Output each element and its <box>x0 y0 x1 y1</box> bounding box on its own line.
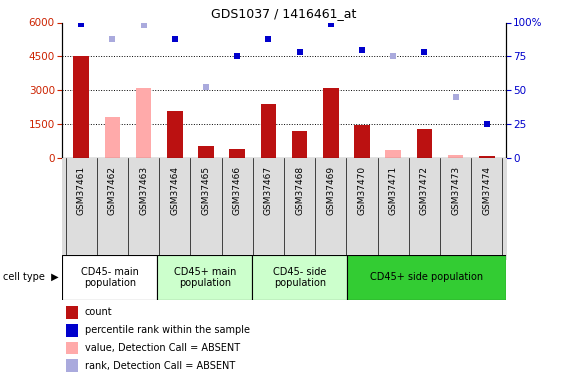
Text: GSM37473: GSM37473 <box>451 166 460 215</box>
Bar <box>416 129 432 158</box>
Bar <box>66 342 78 354</box>
Bar <box>354 125 370 158</box>
Text: GSM37469: GSM37469 <box>326 166 335 215</box>
FancyBboxPatch shape <box>252 255 347 300</box>
Text: CD45+ side population: CD45+ side population <box>370 273 483 282</box>
Text: CD45- side
population: CD45- side population <box>273 267 327 288</box>
Bar <box>386 150 401 158</box>
Text: GSM37474: GSM37474 <box>482 166 491 214</box>
Text: rank, Detection Call = ABSENT: rank, Detection Call = ABSENT <box>85 361 235 371</box>
Bar <box>198 146 214 158</box>
Text: GSM37463: GSM37463 <box>139 166 148 215</box>
Text: GSM37468: GSM37468 <box>295 166 304 215</box>
Bar <box>479 156 495 158</box>
Bar <box>73 56 89 158</box>
Bar <box>66 324 78 336</box>
Text: percentile rank within the sample: percentile rank within the sample <box>85 325 250 335</box>
Text: GSM37465: GSM37465 <box>202 166 211 215</box>
Text: GSM37462: GSM37462 <box>108 166 117 214</box>
Text: GSM37466: GSM37466 <box>233 166 242 215</box>
Text: GSM37464: GSM37464 <box>170 166 179 214</box>
Bar <box>136 88 152 158</box>
Text: GSM37467: GSM37467 <box>264 166 273 215</box>
Bar <box>323 88 339 158</box>
Bar <box>167 111 182 158</box>
Bar <box>229 148 245 158</box>
FancyBboxPatch shape <box>62 255 157 300</box>
Text: CD45+ main
population: CD45+ main population <box>174 267 236 288</box>
Text: count: count <box>85 307 112 317</box>
Bar <box>66 306 78 319</box>
Title: GDS1037 / 1416461_at: GDS1037 / 1416461_at <box>211 7 357 20</box>
Bar <box>105 117 120 158</box>
Text: GSM37461: GSM37461 <box>77 166 86 215</box>
Bar <box>66 359 78 372</box>
Bar <box>448 155 463 158</box>
Text: GSM37471: GSM37471 <box>389 166 398 215</box>
Text: GSM37470: GSM37470 <box>357 166 366 215</box>
Bar <box>261 104 276 158</box>
Text: CD45- main
population: CD45- main population <box>81 267 139 288</box>
FancyBboxPatch shape <box>347 255 506 300</box>
Text: cell type  ▶: cell type ▶ <box>3 273 59 282</box>
Text: GSM37472: GSM37472 <box>420 166 429 214</box>
Text: value, Detection Call = ABSENT: value, Detection Call = ABSENT <box>85 343 240 353</box>
FancyBboxPatch shape <box>157 255 252 300</box>
Bar <box>292 130 307 158</box>
